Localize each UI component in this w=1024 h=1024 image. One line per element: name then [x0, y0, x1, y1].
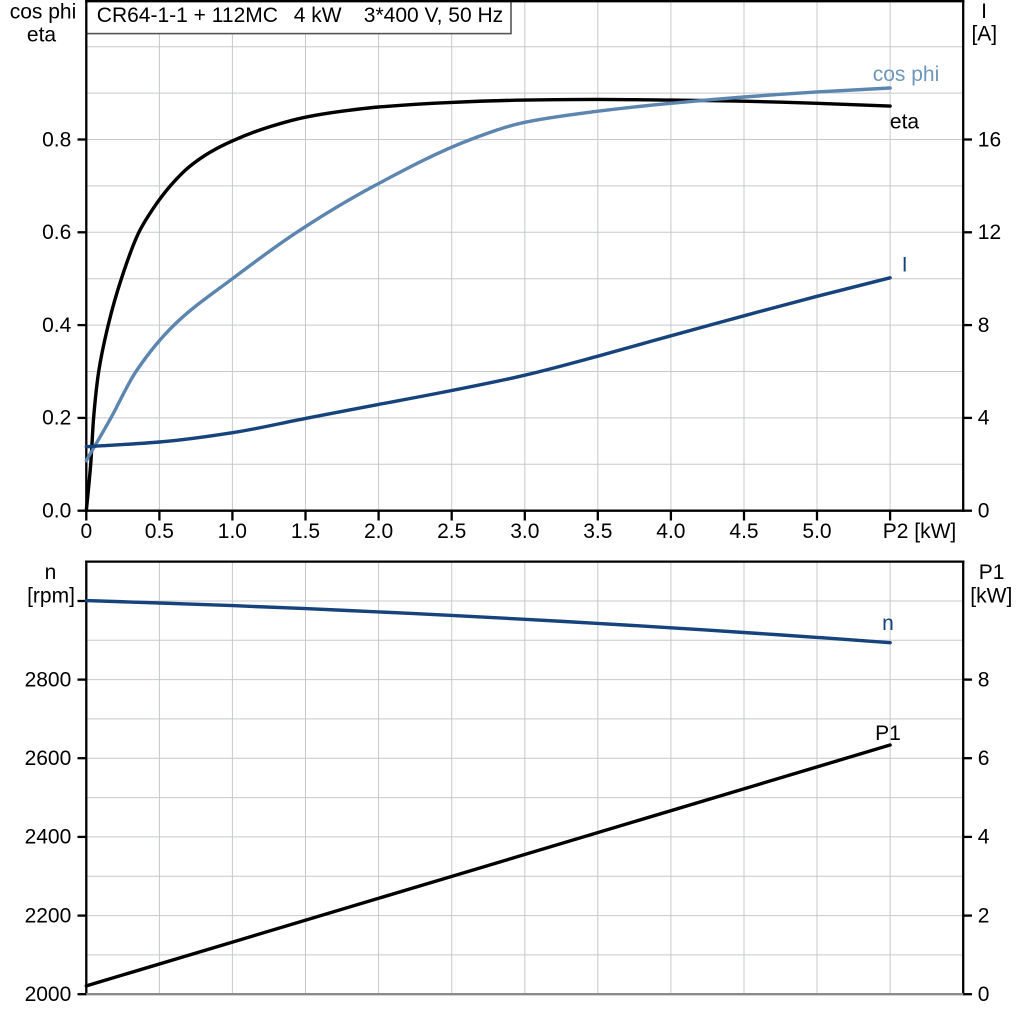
svg-text:P1: P1 [875, 722, 901, 745]
svg-text:0.8: 0.8 [42, 128, 71, 151]
svg-text:8: 8 [978, 314, 990, 337]
svg-text:[rpm]: [rpm] [27, 584, 75, 607]
svg-text:2200: 2200 [25, 904, 72, 927]
svg-text:1.5: 1.5 [291, 520, 320, 543]
svg-text:2800: 2800 [25, 668, 72, 691]
svg-text:4: 4 [978, 407, 990, 430]
svg-text:2: 2 [978, 904, 990, 927]
svg-text:4.0: 4.0 [656, 520, 685, 543]
svg-text:16: 16 [978, 128, 1001, 151]
svg-text:n: n [882, 612, 894, 635]
svg-text:2600: 2600 [25, 747, 72, 770]
svg-text:4: 4 [978, 826, 990, 849]
svg-text:4.5: 4.5 [729, 520, 758, 543]
svg-text:cos phi: cos phi [10, 1, 77, 24]
svg-text:P1: P1 [979, 561, 1005, 584]
svg-text:3.0: 3.0 [510, 520, 539, 543]
svg-text:4 kW: 4 kW [294, 4, 342, 27]
svg-text:0.6: 0.6 [42, 221, 71, 244]
svg-text:0: 0 [978, 500, 990, 523]
svg-text:2000: 2000 [25, 983, 72, 1006]
svg-text:eta: eta [890, 111, 920, 134]
svg-text:P2 [kW]: P2 [kW] [883, 520, 957, 543]
svg-text:I: I [981, 0, 987, 23]
svg-text:I: I [902, 254, 908, 277]
svg-text:2.5: 2.5 [437, 520, 466, 543]
svg-text:6: 6 [978, 747, 990, 770]
svg-text:eta: eta [27, 24, 57, 47]
svg-text:0: 0 [978, 983, 990, 1006]
svg-text:3*400 V, 50 Hz: 3*400 V, 50 Hz [364, 4, 503, 27]
svg-text:[kW]: [kW] [970, 584, 1012, 607]
svg-text:8: 8 [978, 668, 990, 691]
svg-text:3.5: 3.5 [583, 520, 612, 543]
svg-text:0.5: 0.5 [145, 520, 174, 543]
svg-text:0: 0 [80, 520, 92, 543]
svg-text:[A]: [A] [971, 23, 997, 46]
svg-text:cos phi: cos phi [873, 63, 940, 86]
svg-text:5.0: 5.0 [802, 520, 831, 543]
svg-text:0.0: 0.0 [42, 500, 71, 523]
svg-text:12: 12 [978, 221, 1001, 244]
svg-text:CR64-1-1 + 112MC: CR64-1-1 + 112MC [97, 4, 278, 27]
svg-text:2.0: 2.0 [364, 520, 393, 543]
svg-text:0.2: 0.2 [42, 407, 71, 430]
svg-text:0.4: 0.4 [42, 314, 72, 337]
svg-text:1.0: 1.0 [218, 520, 247, 543]
svg-text:n: n [45, 561, 57, 584]
svg-text:2400: 2400 [25, 826, 72, 849]
